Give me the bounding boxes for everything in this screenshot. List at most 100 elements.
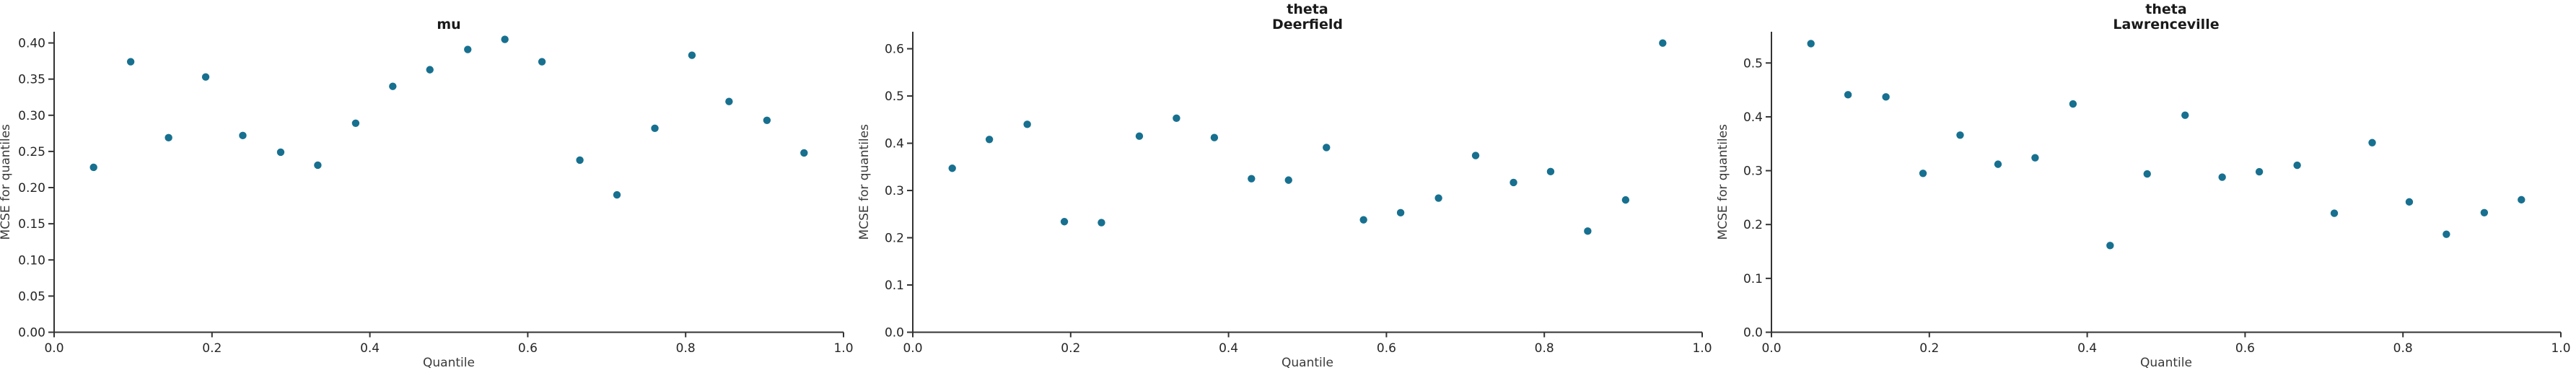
y-tick-label: 0.0 — [1743, 326, 1763, 341]
data-point — [2480, 209, 2489, 216]
data-point — [1844, 91, 1852, 99]
y-axis-label: MCSE for quantiles — [859, 124, 872, 240]
x-tick-label: 0.4 — [360, 341, 380, 356]
data-point — [1173, 114, 1180, 123]
data-point — [688, 51, 696, 59]
data-point — [1471, 152, 1480, 159]
data-point — [276, 148, 285, 157]
data-point — [2069, 100, 2077, 108]
data-point — [2405, 198, 2414, 206]
x-axis-label: Quantile — [1282, 356, 1333, 370]
data-point — [2330, 209, 2339, 217]
data-point — [1994, 160, 2002, 168]
data-point — [165, 133, 172, 142]
data-point — [89, 163, 97, 172]
y-tick-label: 0.1 — [885, 278, 904, 293]
data-point — [1510, 178, 1517, 187]
data-point — [2031, 154, 2039, 162]
y-tick-label: 0.2 — [1743, 218, 1763, 232]
y-tick-label: 0.35 — [18, 73, 45, 87]
data-point — [1956, 131, 1964, 139]
data-point — [2368, 139, 2376, 146]
data-point — [1023, 120, 1031, 128]
y-tick-label: 0.25 — [18, 145, 45, 159]
data-point — [1659, 39, 1667, 47]
x-axis-label: Quantile — [423, 356, 475, 370]
data-point — [763, 116, 771, 124]
data-point — [538, 58, 546, 66]
x-tick-label: 0.8 — [1535, 341, 1554, 356]
x-tick-label: 0.0 — [903, 341, 922, 356]
data-point — [651, 124, 659, 133]
y-tick-label: 0.5 — [885, 89, 904, 104]
data-point — [576, 156, 584, 164]
y-tick-label: 0.2 — [885, 232, 904, 246]
x-tick-label: 0.6 — [1377, 341, 1396, 356]
data-point — [1098, 219, 1105, 227]
x-tick-label: 0.8 — [2393, 341, 2413, 356]
y-tick-label: 0.15 — [18, 217, 45, 232]
data-point — [2518, 196, 2525, 204]
x-tick-label: 1.0 — [833, 341, 853, 356]
x-tick-label: 0.4 — [1219, 341, 1238, 356]
data-point — [501, 35, 509, 43]
x-tick-label: 0.2 — [1919, 341, 1939, 356]
data-point — [126, 58, 135, 66]
data-point — [2293, 161, 2301, 170]
x-tick-label: 0.4 — [2077, 341, 2097, 356]
panel-theta-lawrenceville: 0.0 0.2 0.4 0.6 0.8 1.0 0.0 0.1 0.2 0.3 0.4 0.5 Quan… — [1717, 0, 2576, 373]
y-axis-label: MCSE for quantiles — [1717, 124, 1730, 240]
x-tick-label: 0.8 — [676, 341, 696, 356]
chart-title: Lawrenceville — [2113, 17, 2219, 32]
data-point — [1284, 176, 1292, 184]
data-point — [1621, 196, 1630, 204]
x-tick-label: 0.0 — [1761, 341, 1781, 356]
data-point — [613, 190, 621, 199]
y-tick-label: 0.6 — [885, 43, 904, 57]
x-tick-label: 0.0 — [44, 341, 63, 356]
data-point — [1060, 218, 1069, 226]
y-tick-label: 0.0 — [885, 326, 904, 341]
data-point — [2218, 173, 2226, 181]
theta-deerfield-chart: 0.0 0.2 0.4 0.6 0.8 1.0 0.0 0.1 0.2 0.3 0.4 0.5 0.6 Q… — [859, 1, 1712, 370]
y-tick-label: 0.30 — [18, 109, 45, 123]
x-tick-label: 1.0 — [1692, 341, 1712, 356]
y-tick-label: 0.3 — [1743, 164, 1763, 179]
data-point — [1546, 167, 1555, 176]
y-tick-label: 0.1 — [1743, 272, 1763, 286]
data-point — [464, 45, 472, 53]
data-point — [2106, 242, 2114, 250]
data-point — [1882, 93, 1890, 101]
y-tick-label: 0.3 — [885, 184, 904, 198]
data-point — [1807, 40, 1815, 48]
chart-title: theta — [1287, 1, 1328, 17]
data-point — [201, 73, 210, 81]
data-point — [800, 149, 808, 157]
data-point — [2255, 167, 2264, 176]
chart-title: theta — [2145, 1, 2186, 17]
y-tick-label: 0.40 — [18, 37, 45, 51]
y-tick-label: 0.4 — [885, 137, 904, 152]
y-tick-label: 0.4 — [1743, 110, 1763, 125]
x-tick-label: 0.2 — [1061, 341, 1080, 356]
data-point — [2181, 111, 2189, 119]
x-tick-label: 1.0 — [2551, 341, 2570, 356]
y-tick-label: 0.05 — [18, 289, 45, 304]
data-point — [426, 66, 434, 74]
x-tick-label: 0.2 — [202, 341, 222, 356]
data-point — [1919, 170, 1927, 177]
data-point — [948, 164, 956, 172]
chart-title: Deerfield — [1272, 17, 1343, 32]
data-point — [1135, 132, 1144, 140]
data-point — [1323, 144, 1331, 152]
theta-lawrenceville-chart: 0.0 0.2 0.4 0.6 0.8 1.0 0.0 0.1 0.2 0.3 0.4 0.5 Quan… — [1717, 1, 2571, 370]
data-point — [1584, 227, 1592, 235]
y-tick-label: 0.20 — [18, 181, 45, 196]
chart-title: mu — [437, 17, 460, 32]
data-point — [351, 119, 360, 128]
x-tick-label: 0.6 — [518, 341, 538, 356]
data-point — [2143, 170, 2151, 178]
panel-theta-deerfield: 0.0 0.2 0.4 0.6 0.8 1.0 0.0 0.1 0.2 0.3 0.4 0.5 0.6 Q… — [859, 0, 1717, 373]
mu-chart: 0.0 0.2 0.4 0.6 0.8 1.0 0.00 0.05 0.10 0.15 0.20 0.… — [0, 17, 854, 370]
